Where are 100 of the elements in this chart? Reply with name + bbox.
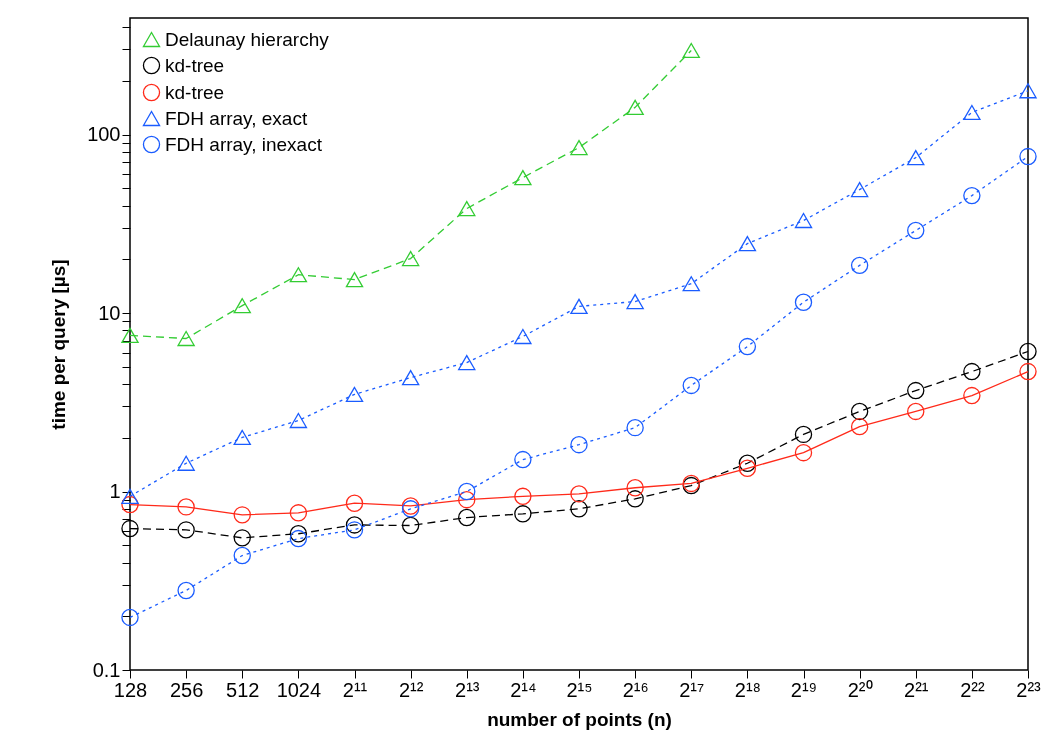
point [514,505,532,523]
point [794,293,813,311]
x-tick-label: 2¹⁸ [734,678,761,701]
legend-label: kd-tree [165,81,225,103]
point [401,516,420,535]
point [682,42,700,59]
point [1019,147,1037,166]
point [458,508,476,527]
legend-label: FDH array, inexact [165,133,323,155]
point [794,425,813,444]
point [458,200,476,217]
point [794,212,813,229]
point [570,435,588,454]
point [345,386,364,403]
point [963,386,981,405]
point [1019,362,1037,381]
point [626,99,644,116]
point [233,298,251,314]
point [738,337,757,356]
point [458,491,476,509]
point [233,529,251,547]
point [514,328,532,345]
x-tick-label: 2¹⁹ [790,678,818,701]
point [345,271,364,288]
x-tick-label: 2²⁰ [847,678,873,701]
point [289,529,308,548]
x-tick-label: 2¹³ [455,678,480,701]
point [850,256,869,275]
x-tick-label: 2¹⁶ [622,678,649,701]
point [963,104,981,121]
point [570,139,588,156]
point [907,149,925,166]
point [289,525,308,543]
point [233,546,251,565]
point [626,490,644,508]
point [345,516,364,534]
y-tick-label: 10 [98,301,121,324]
point [177,498,195,516]
point [850,181,869,198]
point [570,485,588,503]
point [626,418,644,437]
legend-label: FDH array, exact [165,107,308,129]
point [907,381,925,400]
point [177,581,195,600]
x-tick-label: 128 [113,678,148,701]
y-tick-label: 100 [87,123,121,146]
x-tick-label: 2¹¹ [342,678,368,701]
point [738,454,757,472]
point [907,402,925,421]
point [514,487,532,506]
point [626,479,644,497]
x-tick-label: 2²³ [1016,678,1042,701]
point [345,494,364,512]
x-tick-label: 2¹⁷ [679,678,705,701]
point [682,376,700,395]
x-axis-title: number of points (n) [487,708,672,730]
point [121,488,139,504]
point [907,221,925,240]
point [682,276,700,292]
point [514,169,532,186]
point [458,482,476,501]
x-tick-label: 2²² [960,678,985,701]
point [233,506,251,524]
y-axis-title: time per query [µs] [48,259,70,430]
legend-label: Delaunay hierarchy [165,28,330,50]
point [850,402,869,421]
point [177,330,195,347]
point [626,293,644,310]
x-tick-label: 256 [169,678,204,701]
point [850,417,869,436]
point [177,521,195,539]
point [233,429,251,446]
x-tick-label: 512 [226,678,260,701]
point [121,519,139,538]
x-tick-label: 1024 [276,678,322,701]
point [1019,342,1037,361]
point [177,455,195,471]
point [963,186,981,205]
point [345,521,364,539]
point [963,362,981,381]
point [1019,83,1037,99]
x-tick-label: 2¹⁵ [566,678,593,701]
x-tick-label: 2¹⁴ [510,678,537,701]
point [514,450,532,469]
point [121,495,139,514]
point [289,267,308,283]
point [738,459,757,477]
point [121,608,139,627]
legend-label: kd-tree [165,54,225,76]
point [794,444,813,462]
x-tick-label: 2¹² [398,678,424,701]
point [570,500,588,518]
x-tick-label: 2²¹ [904,678,929,701]
point [458,354,476,371]
point [289,412,308,429]
point [570,298,588,315]
point [738,235,757,252]
y-tick-label: 0.1 [92,658,121,681]
point [289,504,308,522]
point [401,369,420,386]
